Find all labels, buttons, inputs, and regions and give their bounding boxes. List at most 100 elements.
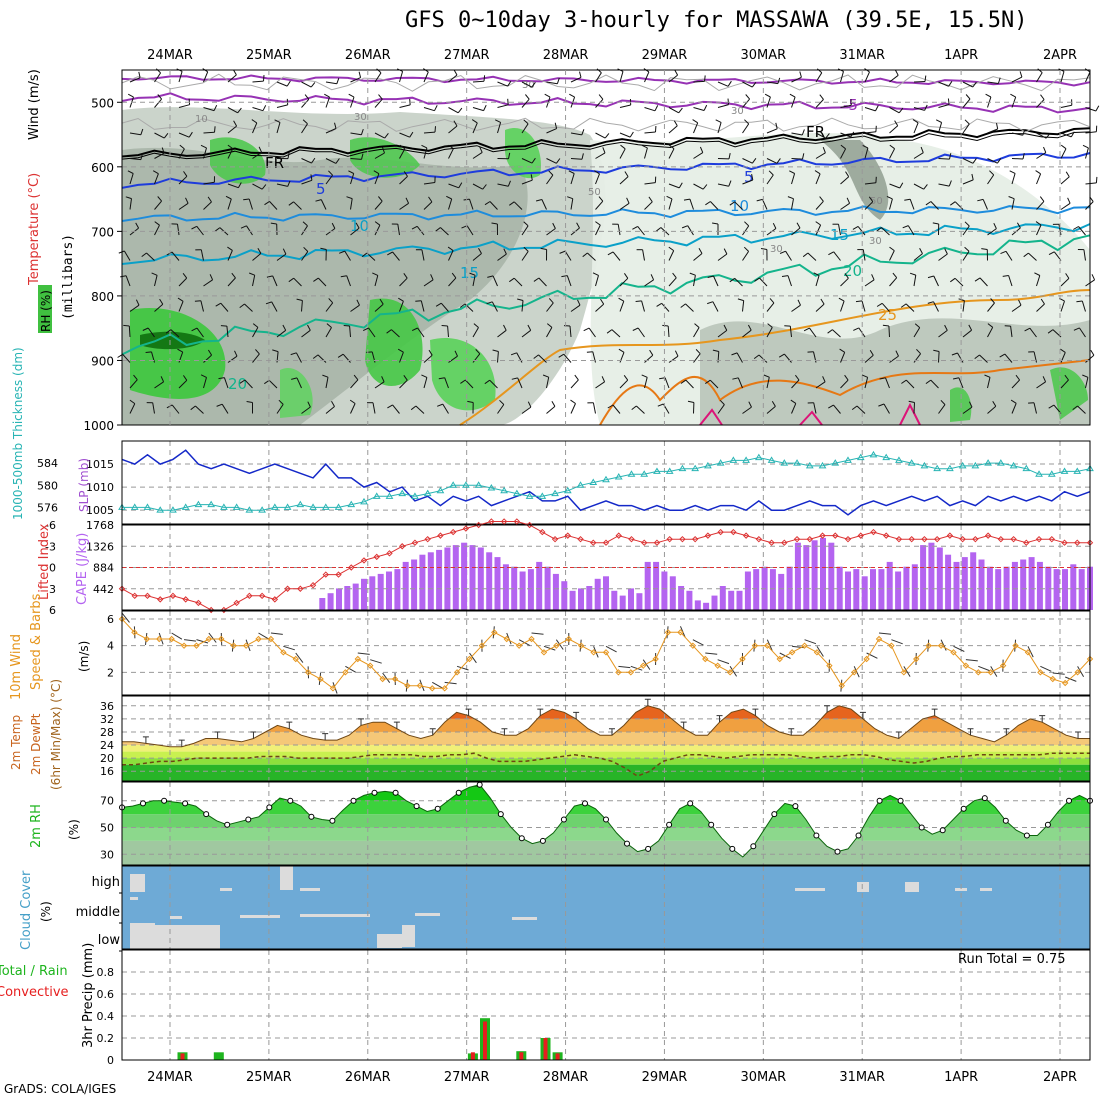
temp2m-whisker-71 — [967, 728, 974, 736]
temp2m-whisker-65 — [895, 731, 902, 739]
rh2m-marker-30 — [434, 805, 441, 812]
cloud-background — [122, 866, 1090, 949]
cape-bar-70 — [703, 602, 710, 610]
ylabel-wind10-units: (m/s) — [77, 641, 91, 672]
thickness-marker-18 — [347, 500, 356, 508]
wind10-barb-7 — [208, 632, 217, 643]
wind10-marker-52 — [764, 642, 771, 649]
cloud-fill-13 — [402, 925, 415, 947]
bottom-date-label-0: 24MAR — [147, 1070, 193, 1085]
upper-wind-barbs — [117, 68, 1100, 414]
cape-bar-48 — [519, 571, 526, 610]
contour-label-9: 20 — [843, 262, 862, 280]
temp2m-whisker-56 — [788, 728, 795, 736]
rh-label-6: 30 — [869, 236, 882, 247]
bottom-date-label-8: 1APR — [944, 1070, 978, 1085]
ylabel-thickness: 1000-500mb Thickness (dm) — [11, 347, 25, 520]
top-date-label-5: 29MAR — [642, 48, 688, 63]
li-marker-66 — [959, 535, 966, 543]
cape-bar-73 — [728, 590, 735, 610]
wind10-marker-19 — [354, 655, 362, 663]
temp2m-band-0 — [122, 764, 1090, 781]
rh2m-marker-80 — [960, 805, 967, 812]
wind10-marker-49 — [726, 669, 734, 676]
li-marker-3 — [157, 596, 164, 603]
cape-bar-56 — [586, 586, 593, 610]
thickness-marker-6 — [194, 500, 203, 508]
temp2m-tick-0: 16 — [100, 765, 114, 778]
wind10-marker-7 — [205, 635, 213, 643]
temp2m-whisker-29 — [465, 708, 472, 716]
wind10-barb-28 — [469, 652, 477, 664]
li-marker-24 — [424, 535, 431, 543]
rh2m-marker-44 — [582, 800, 588, 807]
thickness-marker-67 — [971, 461, 980, 469]
rh-contour-30a — [121, 73, 1091, 92]
li-marker-2 — [144, 592, 151, 600]
wind10-marker-76 — [1061, 679, 1069, 687]
wind10-marker-46 — [689, 642, 697, 649]
li-marker-14 — [297, 585, 304, 592]
cape-bar-98 — [936, 547, 943, 610]
li-tick-2: 0 — [49, 562, 56, 575]
wind10-marker-20 — [366, 662, 374, 669]
wind10-marker-29 — [478, 642, 486, 649]
precip-frame — [121, 949, 1091, 1061]
cape-bar-53 — [561, 581, 568, 610]
pressure-tick-label-4: 900 — [91, 354, 114, 368]
temp-contour-10 — [121, 205, 1091, 222]
rh2m-bands — [122, 784, 1090, 865]
cloud-fill-3 — [300, 888, 320, 891]
cape-bar-110 — [1036, 561, 1043, 610]
wind10-marker-27 — [453, 669, 461, 676]
wind10-barb-76 — [1064, 676, 1077, 682]
ylabel-cape: CAPE (J/kg) — [75, 533, 90, 605]
pressure-tick-label-0: 500 — [91, 96, 114, 110]
thickness-marker-46 — [704, 461, 712, 469]
wind10-barb-14 — [295, 652, 304, 663]
li-marker-58 — [857, 532, 864, 539]
wind10-marker-33 — [528, 635, 535, 643]
wind10-barb-70 — [990, 666, 998, 677]
wind10-marker-34 — [540, 649, 548, 656]
li-marker-26 — [449, 528, 457, 536]
thickness-marker-72 — [1035, 470, 1043, 477]
cape-bar-90 — [870, 569, 876, 610]
temp2m-whisker-2 — [142, 736, 149, 744]
li-marker-23 — [411, 539, 419, 546]
cape-bar-50 — [536, 561, 543, 610]
temp2m-tick-5: 36 — [100, 700, 114, 713]
wind10-barb-61 — [878, 632, 892, 635]
rh2m-marker-2 — [140, 800, 146, 807]
temp2m-whisker-41 — [608, 728, 615, 736]
wind10-marker-74 — [1037, 669, 1044, 676]
wind10-marker-64 — [913, 655, 920, 663]
cape-bar-44 — [486, 552, 493, 610]
rh2m-marker-40 — [539, 837, 546, 844]
cape-bar-64 — [653, 561, 660, 610]
thickness-marker-17 — [334, 503, 343, 510]
wind10-marker-38 — [590, 649, 597, 656]
rh2m-tick-0: 30 — [100, 848, 114, 861]
li-marker-20 — [373, 553, 380, 561]
thickness-marker-33 — [538, 492, 547, 499]
ylabel-li: Lifted Index — [37, 523, 52, 600]
wind10-marker-24 — [416, 682, 424, 689]
wind10-marker-14 — [292, 655, 299, 663]
cape-bar-97 — [928, 542, 935, 610]
thickness-tick-2: 584 — [37, 457, 58, 470]
temp2m-whisker-5 — [178, 739, 185, 747]
wind10-barb-20 — [370, 659, 382, 664]
thickness-marker-51 — [767, 456, 776, 463]
cape-bar-95 — [911, 564, 918, 610]
wind10-marker-59 — [850, 669, 858, 676]
thickness-marker-19 — [360, 497, 368, 505]
cape-bar-72 — [719, 586, 726, 610]
li-marker-56 — [832, 532, 839, 539]
wind10-marker-25 — [429, 685, 436, 692]
cape-bar-101 — [961, 557, 968, 610]
li-marker-5 — [182, 596, 189, 603]
cape-bar-37 — [427, 552, 434, 610]
li-marker-31 — [513, 518, 521, 525]
